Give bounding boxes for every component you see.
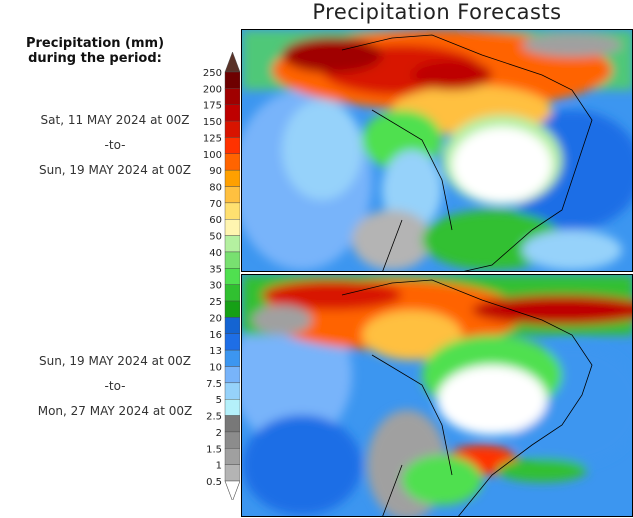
colorbar-tick-label: 10 (209, 362, 222, 373)
colorbar-segment (224, 153, 240, 171)
colorbar-tick-label: 2.5 (206, 412, 222, 423)
colorbar-segment (224, 104, 240, 122)
colorbar-segment (224, 284, 240, 302)
period-end: Mon, 27 MAY 2024 at 00Z (37, 404, 193, 418)
colorbar-segment (224, 235, 240, 253)
period-sep: -to- (104, 138, 126, 152)
colorbar-segment (224, 88, 240, 105)
chart-title: Precipitation Forecasts (312, 0, 562, 24)
period-2-label: Sun, 19 MAY 2024 at 00Z -to- Mon, 27 MAY… (0, 354, 230, 429)
colorbar-tick-label: 100 (203, 150, 222, 161)
colorbar-segment (224, 120, 240, 138)
colorbar-tick-label: 50 (209, 232, 222, 243)
colorbar-segment (224, 415, 240, 433)
legend-title-line: Precipitation (mm) (25, 36, 165, 51)
colorbar-tick-label: 5 (216, 395, 222, 406)
period-start: Sun, 19 MAY 2024 at 00Z (38, 354, 192, 368)
colorbar-tick-label: 20 (209, 313, 222, 324)
colorbar-tick-label: 16 (209, 330, 222, 341)
colorbar-under-triangle (224, 480, 240, 500)
period-end: Sun, 19 MAY 2024 at 00Z (38, 163, 192, 177)
colorbar: 2502001751501251009080706050403530252016… (203, 51, 240, 500)
precip-field (242, 30, 632, 270)
colorbar-segment (224, 71, 240, 89)
colorbar-segment (224, 169, 240, 187)
colorbar-segment (224, 366, 240, 384)
colorbar-segment (224, 431, 240, 449)
period-start: Sat, 11 MAY 2024 at 00Z (40, 113, 190, 127)
precip-map-period-1 (241, 29, 633, 272)
colorbar-segment (224, 382, 240, 400)
colorbar-segment (224, 399, 240, 416)
colorbar-tick-label: 80 (209, 183, 222, 194)
colorbar-tick-label: 1.5 (206, 444, 222, 455)
colorbar-tick-label: 200 (203, 84, 222, 95)
colorbar-tick-label: 70 (209, 199, 222, 210)
precip-map-period-2 (241, 274, 633, 517)
colorbar-tick-label: 1 (216, 461, 222, 472)
colorbar-tick-label: 0.5 (206, 477, 222, 488)
colorbar-segment (224, 464, 240, 482)
country-borders (341, 34, 593, 271)
map-canvas (242, 30, 632, 271)
colorbar-segment (224, 333, 240, 351)
colorbar-segment (224, 219, 240, 236)
legend-title-line: during the period: (28, 51, 162, 66)
colorbar-tick-label: 150 (203, 117, 222, 128)
colorbar-tick-label: 13 (209, 346, 222, 357)
colorbar-tick-label: 175 (203, 101, 222, 112)
colorbar-segment (224, 137, 240, 155)
period-sep: -to- (104, 379, 126, 393)
legend-title: Precipitation (mm) during the period: (0, 36, 190, 66)
colorbar-tick-label: 7.5 (206, 379, 222, 390)
colorbar-segment (224, 251, 240, 269)
colorbar-segment (224, 300, 240, 318)
colorbar-tick-label: 30 (209, 281, 222, 292)
precip-field (242, 275, 632, 516)
colorbar-segment (224, 268, 240, 285)
colorbar-tick-label: 250 (203, 68, 222, 79)
map-canvas (242, 275, 632, 516)
period-1-label: Sat, 11 MAY 2024 at 00Z -to- Sun, 19 MAY… (0, 113, 230, 188)
colorbar-tick-label: 40 (209, 248, 222, 259)
colorbar-segment (224, 448, 240, 465)
colorbar-tick-label: 25 (209, 297, 222, 308)
colorbar-tick-label: 90 (209, 166, 222, 177)
colorbar-segment (224, 186, 240, 204)
colorbar-segment (224, 317, 240, 334)
country-borders (341, 279, 593, 516)
colorbar-tick-label: 2 (216, 428, 222, 439)
colorbar-tick-label: 125 (203, 133, 222, 144)
colorbar-tick-label: 60 (209, 215, 222, 226)
colorbar-tick-label: 35 (209, 264, 222, 275)
colorbar-segment (224, 202, 240, 220)
colorbar-over-triangle (224, 51, 240, 73)
colorbar-segment (224, 349, 240, 367)
